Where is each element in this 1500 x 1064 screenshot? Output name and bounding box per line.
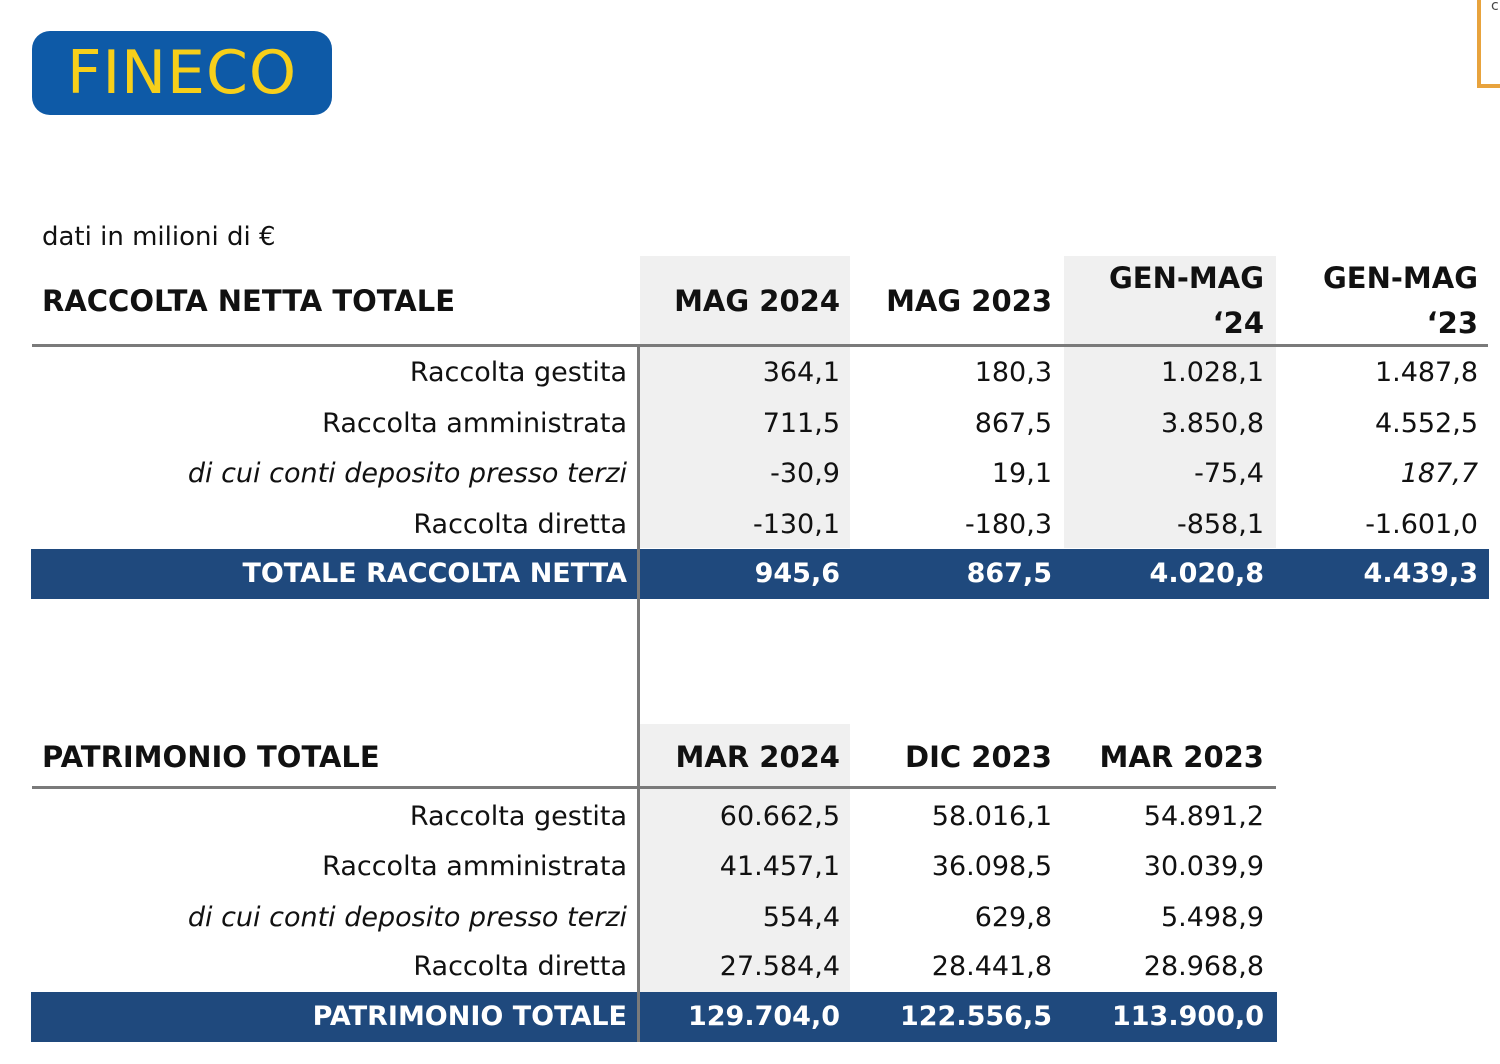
table2-cell: 5.498,9: [1160, 902, 1264, 933]
logo-text: FINECO: [66, 38, 298, 108]
table1-col4-header-line1: GEN-MAG: [1322, 261, 1478, 295]
table1-cell: 867,5: [974, 408, 1052, 439]
table1-row-label: Raccolta gestita: [409, 357, 627, 388]
table1-cell: -1.601,0: [1365, 509, 1478, 540]
table1-total-cell: 4.020,8: [1149, 558, 1264, 589]
table1-cell: -75,4: [1194, 458, 1264, 489]
table1-total-cell: 4.439,3: [1363, 558, 1478, 589]
table1-col2-header: MAG 2023: [886, 284, 1052, 318]
table1-shade-col1: [640, 256, 850, 548]
table1-row-label: Raccolta diretta: [413, 509, 627, 540]
table2-cell: 629,8: [974, 902, 1052, 933]
table2-header-rule: [32, 786, 1276, 789]
table2-cell: 30.039,9: [1143, 851, 1264, 882]
table1-shade-col3: [1064, 256, 1276, 548]
corner-mark: c: [1477, 0, 1500, 88]
table2-row-label: Raccolta amministrata: [322, 851, 627, 882]
table1-total-cell: 867,5: [966, 558, 1052, 589]
table1-cell: -30,9: [770, 458, 840, 489]
table1-cell: 364,1: [762, 357, 840, 388]
table2-row-label: Raccolta diretta: [413, 951, 627, 982]
table1-cell: 711,5: [762, 408, 840, 439]
table1-row-label: Raccolta amministrata: [322, 408, 627, 439]
table1-cell: -858,1: [1176, 509, 1264, 540]
table1-header-rule: [32, 344, 1488, 347]
table1-cell: 3.850,8: [1160, 408, 1264, 439]
table2-col2-header: DIC 2023: [905, 740, 1052, 774]
table1-title: RACCOLTA NETTA TOTALE: [42, 284, 456, 318]
table2-col1-header: MAR 2024: [675, 740, 840, 774]
table2-cell: 28.968,8: [1143, 951, 1264, 982]
table1-cell: 1.028,1: [1160, 357, 1264, 388]
label-column-separator: [637, 346, 640, 1042]
units-note: dati in milioni di €: [42, 222, 276, 252]
table1-col3-header-line1: GEN-MAG: [1108, 261, 1264, 295]
corner-text: c: [1491, 0, 1499, 14]
table2-cell: 28.441,8: [931, 951, 1052, 982]
table1-cell: 4.552,5: [1374, 408, 1478, 439]
table2-cell: 58.016,1: [931, 801, 1052, 832]
table2-cell: 36.098,5: [931, 851, 1052, 882]
table1-total-cell: 945,6: [754, 558, 840, 589]
table2-cell: 60.662,5: [719, 801, 840, 832]
table2-total-bar: [31, 992, 1277, 1042]
table1-total-label: TOTALE RACCOLTA NETTA: [242, 558, 627, 589]
table2-total-cell: 129.704,0: [687, 1001, 840, 1032]
table2-cell: 27.584,4: [719, 951, 840, 982]
table2-shade-col1: [640, 724, 850, 992]
fineco-logo: FINECO: [32, 31, 332, 115]
table1-col4-header-line2: ‘23: [1426, 306, 1478, 340]
table2-total-cell: 122.556,5: [899, 1001, 1052, 1032]
table2-title: PATRIMONIO TOTALE: [42, 740, 380, 774]
table1-col1-header: MAG 2024: [674, 284, 840, 318]
table1-cell: 1.487,8: [1374, 357, 1478, 388]
table2-row-label: Raccolta gestita: [409, 801, 627, 832]
table2-label-separator: [637, 992, 640, 1042]
table1-total-bar: [31, 549, 1489, 599]
table1-col3-header-line2: ‘24: [1212, 306, 1264, 340]
table2-total-cell: 113.900,0: [1111, 1001, 1264, 1032]
table1-cell: -180,3: [964, 509, 1052, 540]
table1-cell: 180,3: [974, 357, 1052, 388]
table1-row-label: di cui conti deposito presso terzi: [187, 458, 627, 489]
table2-row-label: di cui conti deposito presso terzi: [187, 902, 627, 933]
table1-cell: 19,1: [991, 458, 1052, 489]
table1-cell: 187,7: [1400, 458, 1478, 489]
table2-cell: 554,4: [762, 902, 840, 933]
table2-cell: 54.891,2: [1143, 801, 1264, 832]
table2-total-label: PATRIMONIO TOTALE: [312, 1001, 627, 1032]
table2-cell: 41.457,1: [719, 851, 840, 882]
table1-cell: -130,1: [752, 509, 840, 540]
table2-col3-header: MAR 2023: [1099, 740, 1264, 774]
